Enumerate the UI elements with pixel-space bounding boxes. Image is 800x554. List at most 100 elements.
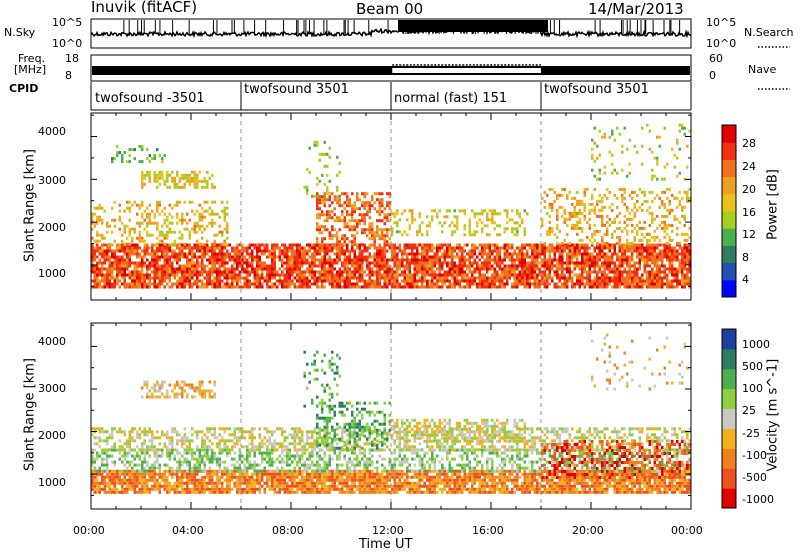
data-cell: [606, 220, 609, 224]
data-cell: [488, 252, 491, 256]
data-cell: [301, 264, 304, 268]
cb2-tick-label: -500: [742, 471, 767, 484]
data-cell: [633, 190, 636, 194]
data-cell: [158, 282, 161, 286]
data-cell: [103, 481, 106, 485]
data-cell: [191, 227, 194, 231]
data-cell: [626, 232, 629, 236]
data-cell: [236, 469, 239, 473]
data-cell: [146, 206, 149, 210]
data-cell: [106, 258, 109, 262]
data-cell: [688, 199, 691, 203]
data-cell: [483, 282, 486, 286]
data-cell: [683, 264, 686, 268]
data-cell: [216, 258, 219, 262]
data-cell: [276, 279, 279, 283]
data-cell: [618, 241, 621, 245]
data-cell: [643, 199, 646, 203]
data-cell: [341, 210, 344, 214]
data-cell: [383, 213, 386, 217]
data-cell: [196, 221, 199, 225]
data-cell: [108, 264, 111, 268]
data-cell: [336, 237, 339, 241]
data-cell: [271, 258, 274, 262]
data-cell: [551, 208, 554, 212]
data-cell: [351, 234, 354, 238]
data-cell: [203, 264, 206, 268]
data-cell: [286, 258, 289, 262]
data-cell: [193, 487, 196, 491]
data-cell: [473, 212, 476, 216]
data-cell: [436, 276, 439, 280]
data-cell: [238, 478, 241, 482]
data-cell: [631, 217, 634, 221]
data-cell: [343, 243, 346, 247]
cb2-tick-label: 25: [742, 404, 756, 417]
data-cell: [316, 182, 319, 186]
data-cell: [168, 276, 171, 280]
data-cell: [143, 285, 146, 289]
data-cell: [93, 267, 96, 271]
data-cell: [201, 206, 204, 210]
data-cell: [108, 481, 111, 485]
data-cell: [653, 252, 656, 256]
data-cell: [228, 282, 231, 286]
data-cell: [186, 179, 189, 183]
data-cell: [491, 285, 494, 289]
data-cell: [646, 252, 649, 256]
data-cell: [676, 252, 679, 256]
data-cell: [426, 224, 429, 228]
data-cell: [328, 234, 331, 238]
data-cell: [468, 230, 471, 234]
data-cell: [431, 218, 434, 222]
data-cell: [603, 276, 606, 280]
data-cell: [391, 270, 394, 274]
data-cell: [108, 270, 111, 274]
data-cell: [238, 270, 241, 274]
data-cell: [131, 252, 134, 256]
data-cell: [398, 218, 401, 222]
data-cell: [553, 249, 556, 253]
data-cell: [548, 187, 551, 191]
data-cell: [206, 252, 209, 256]
data-cell: [516, 273, 519, 277]
data-cell: [313, 282, 316, 286]
data-cell: [293, 261, 296, 265]
data-cell: [566, 232, 569, 236]
data-cell: [676, 285, 679, 289]
data-cell: [578, 199, 581, 203]
data-cell: [608, 255, 611, 259]
data-cell: [268, 270, 271, 274]
data-cell: [111, 243, 114, 247]
data-cell: [93, 484, 96, 488]
data-cell: [638, 246, 641, 250]
data-cell: [331, 216, 334, 220]
data-cell: [446, 285, 449, 289]
data-cell: [631, 196, 634, 200]
data-cell: [106, 255, 109, 259]
data-cell: [201, 252, 204, 256]
data-cell: [123, 490, 126, 494]
data-cell: [368, 210, 371, 214]
data-cell: [178, 478, 181, 482]
data-cell: [431, 285, 434, 289]
data-cell: [676, 276, 679, 280]
data-cell: [348, 228, 351, 232]
data-cell: [156, 252, 159, 256]
data-cell: [186, 243, 189, 247]
data-cell: [431, 261, 434, 265]
data-cell: [468, 224, 471, 228]
data-cell: [536, 282, 539, 286]
data-cell: [551, 246, 554, 250]
data-cell: [408, 258, 411, 262]
data-cell: [648, 147, 651, 151]
data-cell: [328, 216, 331, 220]
data-cell: [473, 215, 476, 219]
data-cell: [326, 173, 329, 177]
data-cell: [356, 261, 359, 265]
data-cell: [583, 187, 586, 191]
data-cell: [483, 261, 486, 265]
data-cell: [578, 226, 581, 230]
data-cell: [663, 249, 666, 253]
cpid-segment-label: twofsound -3501: [95, 91, 205, 106]
